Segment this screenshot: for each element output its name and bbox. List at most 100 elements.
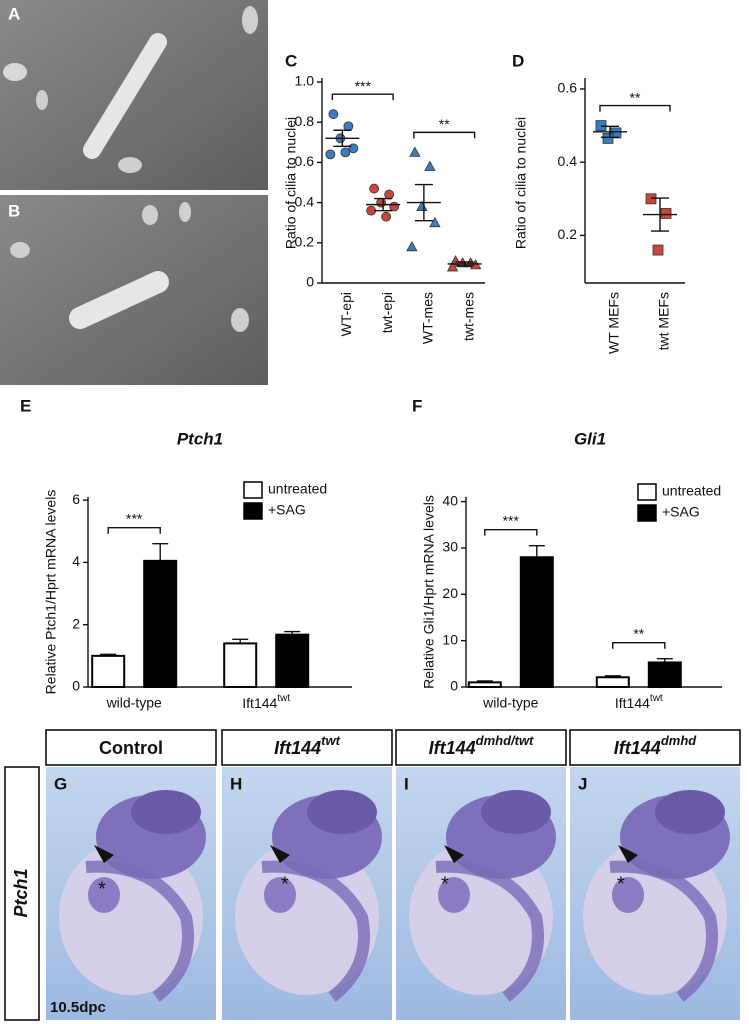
embryo-limb	[264, 877, 296, 913]
panel-letter: C	[285, 51, 297, 70]
y-axis-label: Relative Ptch1/Hprt mRNA levels	[43, 490, 59, 695]
embryo-tail	[85, 860, 194, 1002]
y-tick-label: 10	[442, 631, 458, 647]
header-box	[569, 729, 741, 766]
column-header: Ift144twt	[274, 733, 340, 758]
significance-bracket	[331, 93, 394, 101]
asterisk: *	[617, 873, 625, 895]
y-tick-label: 20	[442, 585, 458, 601]
chart-title: Gli1	[574, 429, 606, 448]
column-header: Ift144dmhd	[614, 733, 697, 758]
data-point	[384, 189, 395, 200]
significance-bracket	[612, 642, 666, 649]
embryo-limb	[438, 877, 470, 913]
bar	[519, 556, 554, 688]
stage-label: 10.5dpc	[50, 999, 106, 1016]
y-tick-label: 0.4	[558, 153, 578, 169]
micrograph-b	[0, 195, 268, 385]
row-label-box	[4, 766, 40, 1021]
arrow	[270, 845, 290, 863]
column-header: Ift144dmhd/twt	[429, 733, 534, 758]
y-tick-label: 4	[72, 553, 80, 569]
data-point	[602, 133, 614, 144]
significance-label: **	[630, 89, 641, 105]
panel-letter: E	[20, 396, 31, 415]
x-tick-label-text: Ift144	[615, 695, 650, 711]
y-tick-label: 0.2	[295, 234, 315, 250]
header-box	[221, 729, 393, 766]
embryo-brain	[131, 790, 201, 834]
column-header: Control	[99, 738, 163, 758]
data-point	[429, 216, 441, 228]
data-point	[325, 149, 336, 160]
arrow	[94, 845, 114, 863]
x-tick-label: twt MEFs	[656, 292, 672, 350]
embryo	[583, 790, 730, 1002]
embryo-limb	[88, 877, 120, 913]
y-axis-label: Ratio of cilia to nuclei	[513, 117, 529, 249]
embryo-limb	[612, 877, 644, 913]
data-point	[652, 244, 664, 256]
error-bar	[656, 658, 673, 663]
embryo	[409, 790, 556, 1002]
embryo	[235, 790, 382, 1002]
y-tick-label: 0	[72, 678, 80, 694]
bar	[91, 654, 126, 689]
data-point	[381, 211, 392, 222]
embryo-body	[59, 839, 203, 995]
x-tick-label: Ift144twt	[615, 693, 663, 711]
legend-swatch	[243, 502, 263, 520]
data-point	[406, 240, 418, 252]
sem-bar	[455, 261, 474, 267]
column-header-sup: twt	[321, 733, 340, 748]
significance-bracket	[107, 527, 161, 534]
embryo-brain	[481, 790, 551, 834]
sem-bar	[333, 129, 352, 148]
embryo-brain	[655, 790, 725, 834]
embryo-body	[583, 839, 727, 995]
significance-bracket	[413, 131, 476, 139]
significance-bracket	[599, 104, 671, 112]
data-point	[595, 120, 607, 131]
error-bar	[232, 638, 249, 644]
data-point	[660, 208, 672, 219]
y-tick-label: 30	[442, 539, 458, 555]
x-tick-label: twt-epi	[379, 292, 395, 333]
error-bar	[100, 653, 117, 656]
legend-label: +SAG	[268, 502, 306, 518]
data-point	[369, 183, 380, 194]
x-tick-label: WT-epi	[338, 292, 354, 336]
embryo-tail	[261, 860, 370, 1002]
significance-label: **	[439, 116, 450, 132]
column-header-text: Ift144	[429, 738, 476, 758]
significance-label: ***	[126, 510, 143, 526]
column-header-text: Control	[99, 738, 163, 758]
sem-bar	[414, 183, 433, 222]
x-tick-label: wild-type	[482, 695, 538, 711]
panel-letter: H	[230, 774, 242, 793]
header-box	[395, 729, 567, 766]
y-tick-label: 2	[72, 615, 80, 631]
significance-label: **	[633, 625, 644, 641]
embryo-tail	[435, 860, 544, 1002]
significance-label: ***	[355, 78, 372, 94]
x-tick-label: WT MEFs	[606, 292, 622, 354]
asterisk: *	[441, 873, 449, 895]
bar	[467, 681, 502, 688]
significance-bracket	[484, 528, 538, 536]
column-header-text: Ift144	[614, 738, 661, 758]
sem-bar	[374, 197, 393, 212]
arrow	[618, 845, 638, 863]
y-tick-label: 0.2	[558, 226, 578, 242]
asterisk: *	[98, 878, 106, 900]
sem-bar	[651, 197, 669, 232]
x-tick-label-text: Ift144	[242, 695, 277, 711]
data-point	[446, 261, 459, 272]
error-bar	[604, 675, 621, 678]
y-tick-label: 0.8	[295, 113, 315, 129]
panel-letter: F	[412, 396, 422, 415]
y-axis-label: Relative Gli1/Hprt mRNA levels	[421, 495, 437, 689]
data-point	[424, 160, 436, 171]
embryo	[59, 790, 206, 1002]
